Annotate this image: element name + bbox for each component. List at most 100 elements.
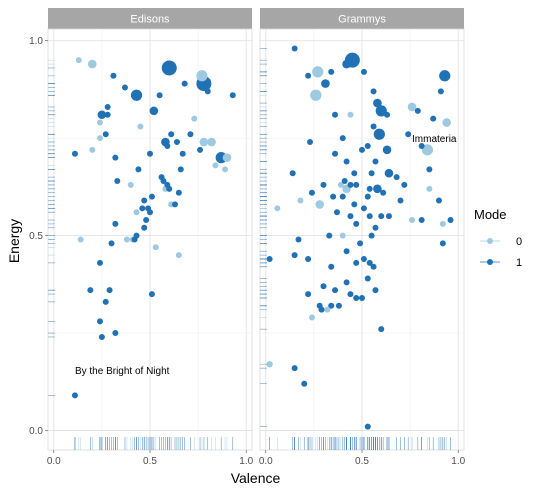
data-point: [421, 144, 434, 156]
data-point: [357, 240, 364, 247]
data-point: [382, 145, 392, 155]
data-point: [407, 102, 417, 112]
data-point: [401, 181, 408, 188]
data-point: [373, 128, 385, 140]
data-point: [426, 166, 433, 173]
data-point: [114, 178, 121, 185]
data-point: [222, 153, 232, 162]
data-point: [360, 205, 367, 212]
data-point: [343, 248, 350, 255]
data-point: [75, 57, 82, 64]
data-point: [161, 60, 177, 76]
data-point: [149, 106, 159, 116]
data-point: [104, 111, 111, 118]
data-point: [143, 217, 150, 224]
data-point: [123, 236, 130, 243]
data-point: [435, 197, 442, 204]
data-point: [393, 174, 400, 181]
data-point: [77, 236, 84, 243]
data-point: [368, 170, 375, 177]
data-point: [305, 72, 312, 79]
x-tick-label: 0.5: [143, 456, 157, 467]
data-point: [177, 166, 184, 173]
data-point: [315, 200, 324, 209]
legend-key-1: 1: [480, 257, 522, 269]
x-tick-label: 1.0: [451, 456, 465, 467]
facet-strip-label: Grammys: [338, 14, 386, 26]
data-point: [312, 66, 324, 78]
panels-layer: Edisons By the Bright of Night 0.0 0.5 1.0 0.…: [29, 8, 466, 467]
data-point: [291, 45, 298, 52]
data-point: [102, 131, 109, 138]
data-point: [291, 365, 298, 372]
data-point: [98, 333, 105, 340]
data-point: [384, 111, 391, 118]
data-point: [127, 181, 134, 188]
data-point: [341, 178, 348, 185]
data-point: [335, 302, 342, 309]
panel-grammys: Grammys Immateria 0.0 0.5 1.0: [259, 8, 466, 467]
panel-edisons: Edisons By the Bright of Night 0.0 0.5 1.0 0.…: [29, 8, 254, 467]
data-point: [301, 380, 308, 387]
data-point: [332, 111, 339, 118]
data-point: [106, 287, 113, 294]
data-point: [108, 240, 115, 247]
data-point: [380, 189, 387, 196]
legend: Mode 01: [474, 207, 522, 269]
data-point: [71, 150, 78, 157]
data-point: [360, 255, 367, 262]
data-point: [385, 213, 392, 220]
data-point: [437, 88, 444, 95]
data-point: [397, 197, 404, 204]
data-point: [307, 139, 314, 146]
data-point: [364, 423, 371, 430]
data-point: [212, 162, 219, 169]
data-point: [141, 224, 148, 231]
data-point: [339, 193, 346, 200]
data-point: [439, 240, 446, 247]
data-point: [179, 150, 186, 157]
data-point: [353, 294, 360, 301]
data-point: [414, 107, 421, 114]
data-point: [364, 193, 371, 200]
data-point: [207, 137, 216, 147]
data-point: [366, 213, 373, 220]
data-point: [332, 287, 339, 294]
data-point: [370, 263, 377, 270]
data-point: [326, 232, 333, 239]
facet-strip: [48, 8, 252, 29]
data-point: [199, 137, 209, 147]
data-point: [351, 201, 358, 208]
data-point: [405, 131, 412, 138]
data-point: [196, 70, 208, 82]
data-point: [305, 291, 312, 298]
data-point: [274, 205, 281, 212]
data-point: [324, 306, 331, 313]
data-point: [370, 88, 377, 95]
data-point: [378, 213, 385, 220]
data-point: [96, 318, 103, 325]
x-tick-label: 1.0: [239, 456, 253, 467]
data-point: [364, 275, 371, 282]
legend-key-0: 0: [480, 236, 522, 248]
data-point: [339, 135, 346, 142]
data-point: [164, 142, 171, 149]
data-point: [71, 392, 78, 399]
data-point: [332, 150, 339, 157]
data-point: [310, 89, 322, 101]
y-axis-title: Energy: [6, 219, 22, 263]
data-point: [360, 68, 367, 75]
data-point: [291, 252, 298, 259]
data-point: [373, 98, 382, 108]
data-point: [378, 326, 385, 333]
data-point: [147, 209, 153, 216]
data-point: [337, 181, 344, 188]
data-point: [133, 209, 140, 216]
data-point: [347, 213, 354, 220]
data-point: [104, 103, 111, 110]
data-point: [137, 123, 144, 130]
data-point: [305, 255, 312, 262]
data-point: [112, 220, 119, 227]
data-point: [141, 197, 148, 204]
